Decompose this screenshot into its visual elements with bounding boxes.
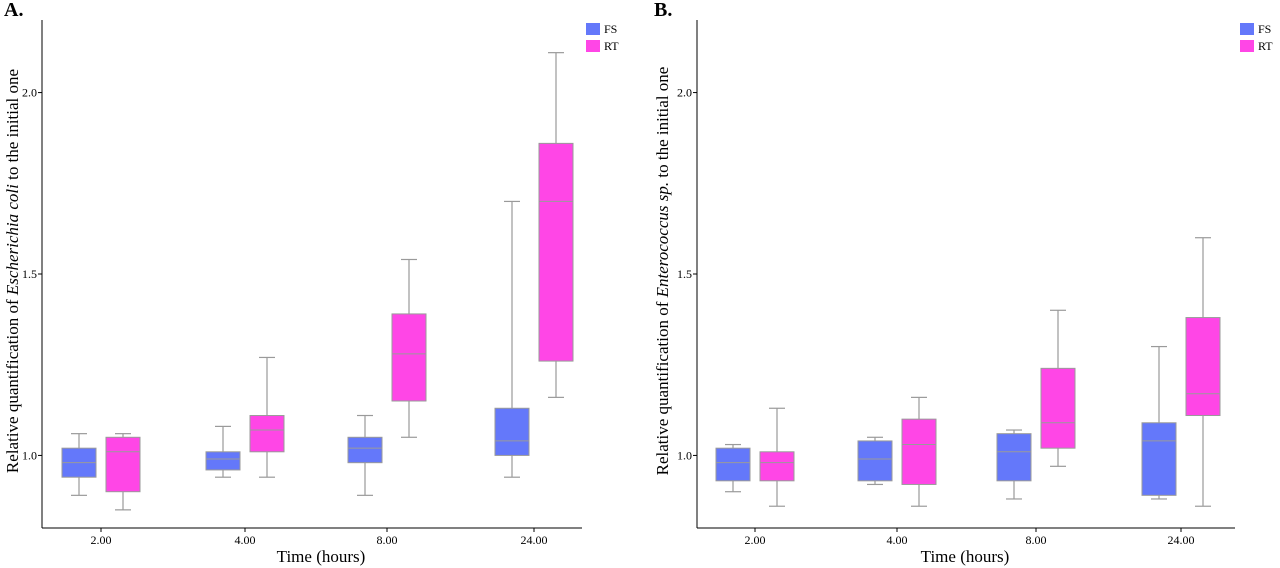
- y-axis-title-part: Relative quantification of: [653, 297, 672, 475]
- box-fs-8.00: [996, 429, 1032, 500]
- iqr-box: [1185, 317, 1221, 417]
- box-fs-24.00: [1141, 345, 1177, 500]
- box-rt-2.00: [759, 407, 795, 507]
- legend-swatch: [1240, 40, 1254, 52]
- iqr-box: [715, 447, 751, 482]
- y-axis-title-organism: Enterococcus sp.: [653, 182, 672, 299]
- legend: FS RT: [1240, 22, 1273, 53]
- box-fs-2.00: [715, 443, 751, 493]
- panel-a: A. 1.0 1.5 2.0 2.00 4.00 8.00 24.00 FS RT Time (ho…: [3, 0, 619, 566]
- box-fs-2.00: [61, 433, 97, 496]
- panel-label: B.: [654, 0, 672, 21]
- iqr-box: [996, 433, 1032, 482]
- legend-item-fs: FS: [1240, 22, 1271, 36]
- box-fs-4.00: [205, 425, 241, 478]
- x-tick-label: 2.00: [745, 533, 766, 547]
- y-tick-label: 2.0: [677, 86, 692, 100]
- y-axis-title: Relative quantification of Enterococcus …: [653, 67, 672, 476]
- iqr-box: [391, 313, 427, 402]
- box-rt-4.00: [249, 356, 285, 478]
- y-tick-label: 1.5: [22, 267, 37, 281]
- iqr-box: [347, 436, 383, 464]
- box-rt-4.00: [901, 396, 937, 507]
- x-tick-label: 24.00: [1168, 533, 1195, 547]
- x-tick-label: 24.00: [521, 533, 548, 547]
- legend-item-fs: FS: [586, 22, 617, 36]
- iqr-box: [249, 415, 285, 453]
- legend-label: FS: [1258, 22, 1271, 36]
- legend-label: RT: [604, 39, 619, 53]
- iqr-box: [759, 451, 795, 482]
- box-fs-4.00: [857, 436, 893, 486]
- box-fs-8.00: [347, 414, 383, 496]
- iqr-box: [538, 142, 574, 362]
- legend-item-rt: RT: [586, 39, 619, 53]
- iqr-box: [1141, 422, 1177, 496]
- box-rt-8.00: [1040, 309, 1076, 467]
- y-tick-label: 1.0: [22, 448, 37, 462]
- iqr-box: [105, 436, 141, 493]
- y-axis-title-part: to the initial one: [3, 69, 22, 184]
- y-axis-title: Relative quantification of Escherichia c…: [3, 69, 22, 473]
- iqr-box: [205, 451, 241, 471]
- panel-b: B. 1.0 1.5 2.0 2.00 4.00 8.00 24.00 FS RT Time (ho…: [653, 0, 1273, 566]
- legend-swatch: [586, 40, 600, 52]
- x-tick-label: 4.00: [235, 533, 256, 547]
- box-rt-24.00: [538, 52, 574, 398]
- y-axis-title-part: to the initial one: [653, 67, 672, 182]
- legend: FS RT: [586, 22, 619, 53]
- iqr-box: [901, 418, 937, 485]
- y-axis-title-organism: Escherichia coli: [3, 184, 22, 296]
- legend-label: FS: [604, 22, 617, 36]
- box-rt-8.00: [391, 258, 427, 438]
- y-axis-title-part: Relative quantification of: [3, 295, 22, 473]
- legend-label: RT: [1258, 39, 1273, 53]
- panel-label: A.: [4, 0, 23, 21]
- x-tick-label: 4.00: [887, 533, 908, 547]
- legend-swatch: [586, 23, 600, 35]
- x-tick-label: 2.00: [91, 533, 112, 547]
- x-tick-label: 8.00: [377, 533, 398, 547]
- box-rt-2.00: [105, 433, 141, 511]
- x-axis-title: Time (hours): [921, 547, 1010, 566]
- iqr-box: [1040, 367, 1076, 449]
- x-axis-title: Time (hours): [277, 547, 366, 566]
- y-tick-label: 2.0: [22, 86, 37, 100]
- y-tick-label: 1.0: [677, 448, 692, 462]
- iqr-box: [494, 407, 530, 456]
- iqr-box: [857, 440, 893, 482]
- y-tick-label: 1.5: [677, 267, 692, 281]
- box-fs-24.00: [494, 200, 530, 478]
- box-rt-24.00: [1185, 237, 1221, 507]
- legend-item-rt: RT: [1240, 39, 1273, 53]
- legend-swatch: [1240, 23, 1254, 35]
- x-tick-label: 8.00: [1026, 533, 1047, 547]
